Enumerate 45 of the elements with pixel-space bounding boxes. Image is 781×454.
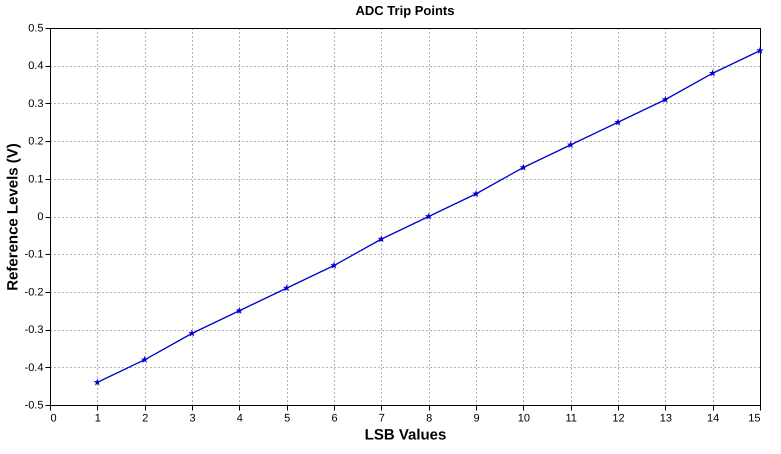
y-tick-label: -0.1 xyxy=(24,248,44,261)
x-tick-label: 1 xyxy=(94,412,101,424)
x-tick-label: 13 xyxy=(660,412,672,424)
y-tick-label: 0.1 xyxy=(28,173,44,186)
point xyxy=(756,46,764,54)
y-tick-label: 0 xyxy=(37,211,44,223)
y-tick-label: -0.5 xyxy=(24,400,44,412)
y-tick-label: -0.3 xyxy=(24,324,44,336)
x-tick-label: 4 xyxy=(236,412,243,424)
y-tick-label: 0.3 xyxy=(28,98,44,110)
point xyxy=(520,164,528,171)
x-tick-label: 9 xyxy=(473,412,480,424)
point xyxy=(662,96,670,103)
point xyxy=(708,69,716,76)
x-tick-label: 12 xyxy=(612,412,625,424)
point xyxy=(330,262,338,269)
x-tick-label: 15 xyxy=(748,412,760,424)
point xyxy=(94,378,102,386)
x-tick-label: 7 xyxy=(378,412,385,424)
x-tick-label: 10 xyxy=(518,412,530,424)
point xyxy=(378,235,386,242)
x-tick-label: 6 xyxy=(331,412,338,424)
point xyxy=(614,118,622,126)
y-tick-label: 0.4 xyxy=(28,60,44,72)
x-tick-label: 3 xyxy=(189,412,196,424)
x-tick-label: 5 xyxy=(284,412,290,424)
x-tick-label: 8 xyxy=(426,412,432,424)
point xyxy=(188,329,196,337)
x-axis-title: LSB Values xyxy=(364,426,446,444)
y-tick-label: 0.5 xyxy=(28,22,44,34)
x-tick-label: 11 xyxy=(565,412,577,424)
point xyxy=(140,356,148,363)
x-tick-label: 14 xyxy=(707,412,720,424)
y-tick-label: 0.2 xyxy=(28,136,44,148)
point xyxy=(566,140,574,148)
point xyxy=(424,212,432,220)
x-tick-label: 2 xyxy=(142,412,148,424)
y-tick-label: -0.2 xyxy=(24,286,44,298)
point xyxy=(472,190,480,198)
point xyxy=(236,306,244,314)
chart-title: ADC Trip Points xyxy=(356,3,454,18)
y-axis-title: Reference Levels (V) xyxy=(4,143,22,291)
point xyxy=(282,284,290,292)
x-tick-label: 0 xyxy=(50,412,57,424)
y-tick-label: -0.4 xyxy=(24,362,44,374)
